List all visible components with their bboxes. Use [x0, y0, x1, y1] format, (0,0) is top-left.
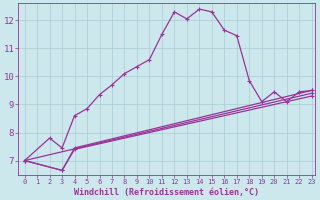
- X-axis label: Windchill (Refroidissement éolien,°C): Windchill (Refroidissement éolien,°C): [74, 188, 260, 197]
